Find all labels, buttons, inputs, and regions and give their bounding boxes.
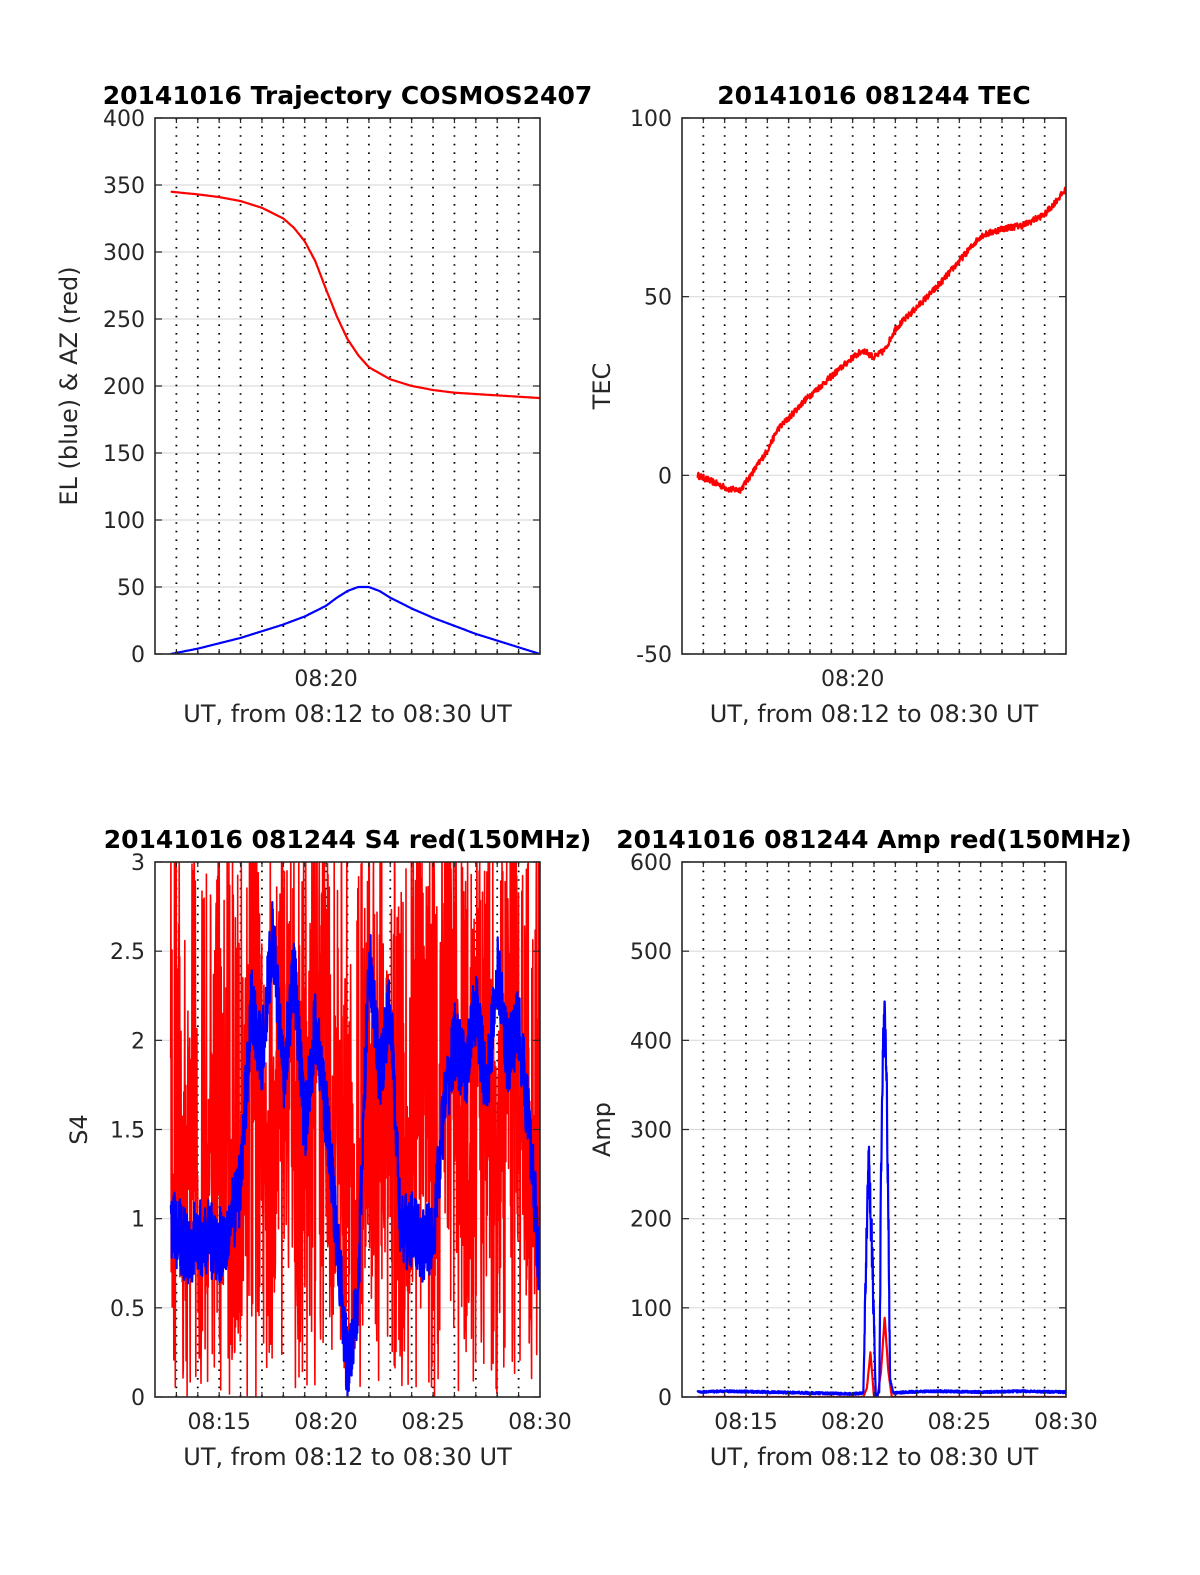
amp-y-tick-label: 200 <box>630 1208 672 1233</box>
trajectory-y-tick-label: 350 <box>103 174 145 199</box>
s4-y-tick-label: 1.5 <box>110 1119 145 1144</box>
tec-y-tick-label: 100 <box>630 107 672 132</box>
s4-y-tick-label: 2.5 <box>110 940 145 965</box>
trajectory-series-blue <box>170 585 540 654</box>
tec-x-tick-label: 08:20 <box>821 667 884 692</box>
amp-y-tick-label: 300 <box>630 1119 672 1144</box>
trajectory-y-tick-label: 50 <box>117 576 145 601</box>
s4-series-blue <box>169 900 540 1397</box>
s4-y-tick-label: 2 <box>131 1029 145 1054</box>
trajectory-series-red <box>170 190 540 400</box>
trajectory-x-tick-label: 08:20 <box>294 667 357 692</box>
amp-x-tick-label: 08:30 <box>1034 1410 1097 1435</box>
amp-ylabel: Amp <box>588 1102 616 1157</box>
tec-ylabel: TEC <box>588 363 616 411</box>
tec-xlabel: UT, from 08:12 to 08:30 UT <box>710 700 1039 728</box>
s4-title: 20141016 081244 S4 red(150MHz) <box>104 825 592 854</box>
trajectory-y-tick-label: 150 <box>103 442 145 467</box>
amp-y-tick-label: 500 <box>630 940 672 965</box>
s4-y-tick-label: 0.5 <box>110 1297 145 1322</box>
amp-y-tick-label: 400 <box>630 1029 672 1054</box>
amp-y-tick-label: 600 <box>630 851 672 876</box>
amp-title: 20141016 081244 Amp red(150MHz) <box>616 825 1132 854</box>
s4-y-tick-label: 3 <box>131 851 145 876</box>
s4-y-tick-label: 1 <box>131 1208 145 1233</box>
tec-y-tick-label: 50 <box>644 286 672 311</box>
tec-series-red <box>696 186 1066 494</box>
s4-x-tick-label: 08:25 <box>401 1410 464 1435</box>
trajectory-y-tick-label: 300 <box>103 241 145 266</box>
trajectory-y-tick-label: 0 <box>131 643 145 668</box>
amp-y-tick-label: 0 <box>658 1386 672 1411</box>
trajectory-y-tick-label: 100 <box>103 509 145 534</box>
s4-chart: 0 0.5 1 1.5 2 2.5 3 08:15 08:20 08:25 08:30 2014101… <box>65 825 592 1471</box>
s4-x-tick-label: 08:20 <box>294 1410 357 1435</box>
s4-xlabel: UT, from 08:12 to 08:30 UT <box>183 1443 512 1471</box>
tec-chart: -50 0 50 100 08:20 20141016 081244 TEC UT, fro… <box>588 81 1067 728</box>
s4-x-tick-label: 08:30 <box>508 1410 571 1435</box>
s4-ylabel: S4 <box>65 1114 93 1145</box>
amp-xlabel: UT, from 08:12 to 08:30 UT <box>710 1443 1039 1471</box>
amp-chart: 0 100 200 300 400 500 600 08:15 08:20 08:25 08:30 2… <box>588 825 1132 1471</box>
trajectory-y-tick-label: 250 <box>103 308 145 333</box>
amp-x-tick-label: 08:25 <box>928 1410 991 1435</box>
amp-series-red <box>696 1316 1066 1397</box>
trajectory-title: 20141016 Trajectory COSMOS2407 <box>103 81 593 110</box>
s4-y-tick-label: 0 <box>131 1386 145 1411</box>
amp-series-blue <box>696 1000 1066 1397</box>
trajectory-chart: 0 50 100 150 200 250 300 350 400 08:20 20141016 Tr… <box>55 81 592 728</box>
tec-y-tick-label: 0 <box>658 464 672 489</box>
tec-y-tick-label: -50 <box>636 643 672 668</box>
tec-title: 20141016 081244 TEC <box>717 81 1030 110</box>
amp-x-tick-label: 08:15 <box>714 1410 777 1435</box>
amp-x-tick-label: 08:20 <box>821 1410 884 1435</box>
trajectory-y-tick-label: 400 <box>103 107 145 132</box>
amp-y-tick-label: 100 <box>630 1297 672 1322</box>
s4-x-tick-label: 08:15 <box>187 1410 250 1435</box>
trajectory-ylabel: EL (blue) & AZ (red) <box>55 266 83 505</box>
trajectory-y-tick-label: 200 <box>103 375 145 400</box>
trajectory-xlabel: UT, from 08:12 to 08:30 UT <box>183 700 512 728</box>
